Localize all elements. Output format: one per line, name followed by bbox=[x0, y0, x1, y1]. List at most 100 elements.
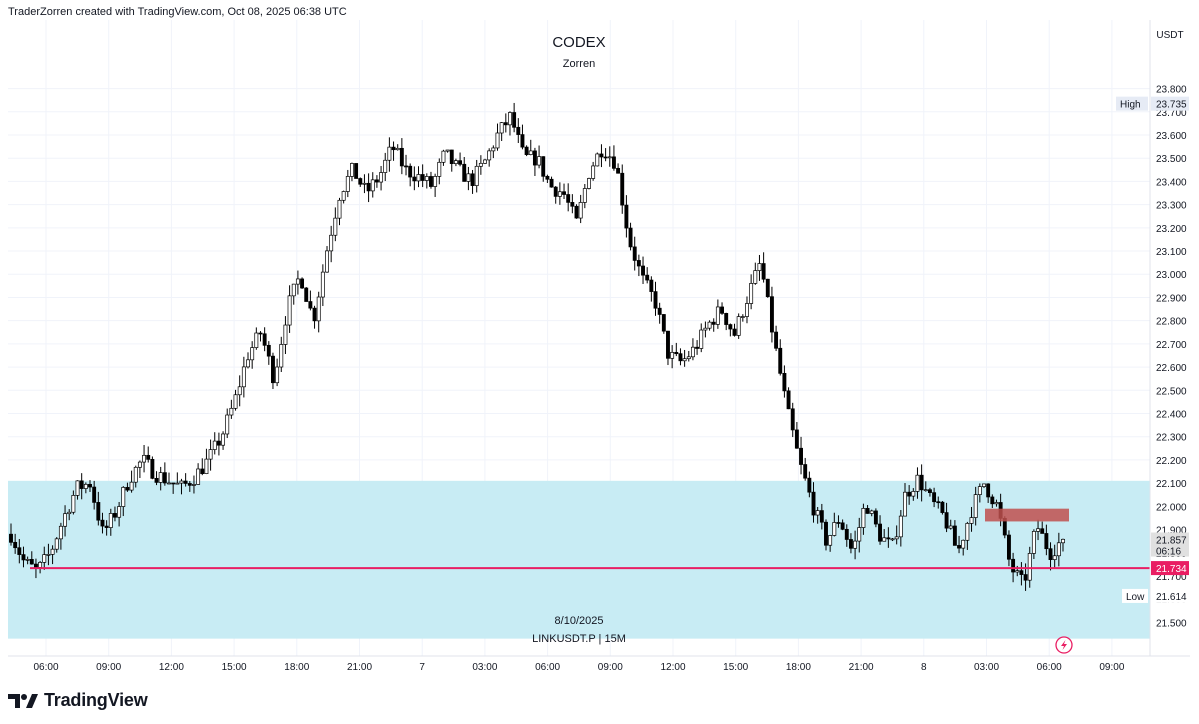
candle bbox=[952, 520, 957, 546]
candle bbox=[483, 158, 487, 164]
candle bbox=[786, 387, 791, 410]
candle bbox=[948, 519, 953, 530]
candle bbox=[9, 523, 13, 546]
candle bbox=[840, 519, 845, 531]
lightning-icon[interactable] bbox=[1055, 636, 1073, 654]
candle bbox=[982, 483, 986, 489]
candle bbox=[861, 503, 866, 535]
candle bbox=[474, 159, 479, 193]
candle bbox=[221, 431, 226, 450]
candle bbox=[674, 342, 679, 357]
candle bbox=[395, 144, 400, 151]
candle bbox=[740, 314, 745, 322]
candle bbox=[811, 482, 816, 523]
candle bbox=[1048, 542, 1053, 571]
candle bbox=[453, 158, 458, 167]
candle bbox=[304, 287, 309, 302]
x-tick-label: 21:00 bbox=[849, 662, 874, 673]
candle bbox=[653, 281, 658, 316]
x-tick-label: 03:00 bbox=[974, 662, 999, 673]
candle bbox=[399, 138, 404, 175]
candle bbox=[183, 473, 188, 487]
candle bbox=[932, 487, 937, 508]
candle bbox=[720, 302, 724, 315]
candle bbox=[150, 456, 155, 480]
time-axis: 06:00 09:00 12:00 15:00 18:00 21:00 7 03:00 06:0… bbox=[33, 662, 1124, 673]
candle bbox=[1036, 519, 1041, 541]
x-tick-label: 18:00 bbox=[786, 662, 811, 673]
candle bbox=[58, 522, 63, 550]
candle bbox=[541, 156, 546, 182]
demand-zone bbox=[8, 480, 1150, 639]
candle bbox=[566, 183, 571, 212]
candle bbox=[383, 152, 388, 182]
candle bbox=[246, 352, 250, 369]
candle bbox=[757, 254, 762, 281]
y-tick-label: 22.000 bbox=[1156, 502, 1187, 513]
candle bbox=[1056, 532, 1061, 567]
candle bbox=[778, 339, 783, 376]
chart-title: CODEX bbox=[552, 34, 605, 51]
tradingview-logo[interactable]: TradingView bbox=[8, 690, 148, 711]
candle bbox=[92, 480, 97, 510]
candle bbox=[557, 182, 562, 205]
candle bbox=[799, 436, 803, 475]
y-tick-label: 23.600 bbox=[1156, 131, 1187, 142]
candle bbox=[458, 152, 463, 167]
y-tick-label: 23.100 bbox=[1156, 247, 1187, 258]
candle bbox=[570, 194, 575, 214]
candle bbox=[1031, 529, 1036, 559]
candle bbox=[649, 276, 654, 302]
candle bbox=[661, 313, 666, 334]
y-tick-label: 23.200 bbox=[1156, 224, 1187, 235]
candle bbox=[379, 165, 384, 191]
candle bbox=[986, 483, 991, 503]
candle bbox=[620, 164, 625, 214]
candle bbox=[424, 173, 429, 189]
candle bbox=[308, 290, 313, 311]
candle bbox=[279, 336, 284, 372]
candle bbox=[903, 483, 907, 517]
tradingview-logo-icon bbox=[8, 693, 38, 708]
candle bbox=[167, 472, 171, 485]
candle bbox=[670, 345, 675, 369]
candle bbox=[129, 470, 134, 493]
candle bbox=[83, 482, 88, 494]
candle bbox=[196, 463, 201, 485]
candle bbox=[562, 183, 566, 200]
price-tag: 21.734 bbox=[1151, 561, 1189, 576]
candle bbox=[977, 483, 982, 503]
candle bbox=[341, 190, 346, 204]
candle bbox=[595, 152, 600, 167]
x-tick-label: 18:00 bbox=[284, 662, 309, 673]
candle bbox=[553, 186, 558, 204]
candle bbox=[745, 296, 749, 324]
candle bbox=[391, 141, 396, 161]
candle bbox=[728, 323, 733, 337]
candle bbox=[312, 305, 317, 329]
candle bbox=[923, 481, 928, 492]
candle bbox=[187, 481, 192, 492]
candle bbox=[749, 274, 754, 310]
candle bbox=[42, 546, 47, 570]
candle bbox=[374, 175, 379, 188]
candle bbox=[844, 524, 849, 547]
candle bbox=[370, 172, 375, 198]
candle bbox=[46, 543, 51, 566]
candle bbox=[17, 538, 22, 564]
candle bbox=[445, 149, 450, 153]
x-tick-label: 06:00 bbox=[33, 662, 58, 673]
candle bbox=[657, 302, 662, 324]
candle bbox=[803, 457, 808, 481]
candle bbox=[828, 534, 833, 552]
candle bbox=[350, 162, 354, 182]
candle bbox=[499, 121, 504, 142]
y-tick-label: 22.900 bbox=[1156, 293, 1187, 304]
date-caption: 8/10/2025 bbox=[555, 615, 604, 627]
candle bbox=[158, 466, 163, 491]
candle bbox=[137, 460, 142, 479]
candle bbox=[29, 551, 34, 565]
candle bbox=[96, 491, 101, 526]
candle bbox=[271, 352, 275, 390]
